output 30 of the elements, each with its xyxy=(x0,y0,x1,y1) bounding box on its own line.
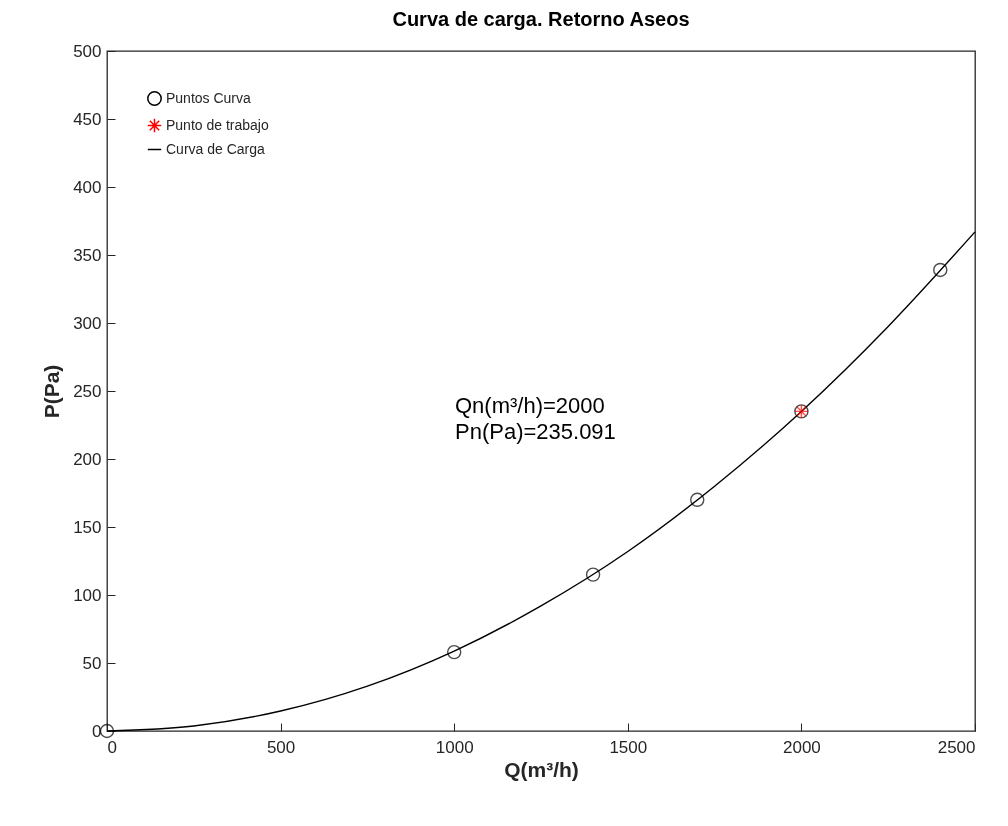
legend-label: Curva de Carga xyxy=(166,140,266,157)
x-axis-title: Q(m³/h) xyxy=(504,757,579,781)
y-tick-label: 50 xyxy=(82,653,102,673)
legend-label: Punto de trabajo xyxy=(166,116,269,133)
y-tick-label: 0 xyxy=(92,721,102,741)
y-axis-title: P(Pa) xyxy=(40,364,64,419)
point xyxy=(933,262,948,278)
y-tick-label: 150 xyxy=(73,517,102,537)
x-tick-label: 1500 xyxy=(609,737,648,757)
y-tick-label: 450 xyxy=(73,109,102,129)
y-tick-label: 400 xyxy=(73,177,102,197)
point xyxy=(690,492,705,508)
y-tick-label: 300 xyxy=(73,313,102,333)
y-tick-label: 200 xyxy=(73,449,102,469)
x-tick-label: 2500 xyxy=(937,737,976,757)
y-tick-label: 250 xyxy=(73,381,102,401)
x-tick-label: 500 xyxy=(266,737,296,757)
y-tick-label: 100 xyxy=(73,585,102,605)
x-tick-label: 1000 xyxy=(435,737,474,757)
annotation: Pn(Pa)=235.091 xyxy=(455,419,616,444)
point xyxy=(585,567,601,582)
x-tick-label: 0 xyxy=(107,737,117,757)
y-tick-label: 350 xyxy=(73,245,102,265)
legend-label: Puntos Curva xyxy=(166,89,252,106)
point xyxy=(99,723,115,739)
point xyxy=(446,644,462,660)
annotation: Qn(m³/h)=2000 xyxy=(455,393,605,418)
x-tick-label: 2000 xyxy=(782,737,821,757)
y-tick-label: 500 xyxy=(73,41,102,61)
chart-title: Curva de carga. Retorno Aseos xyxy=(392,8,690,30)
